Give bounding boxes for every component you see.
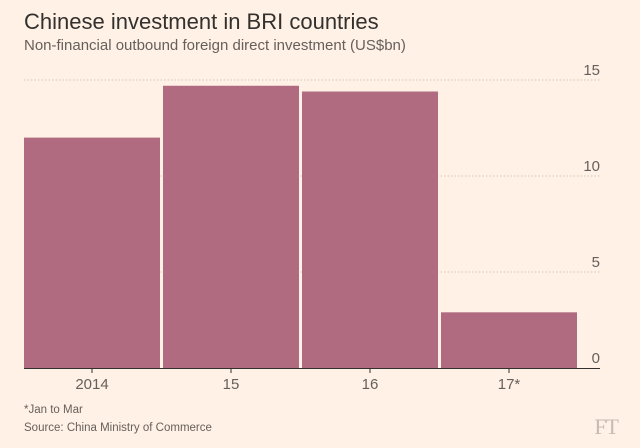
footnote: *Jan to Mar (24, 404, 83, 416)
y-tick-label: 15 (583, 62, 600, 79)
y-tick-label: 5 (592, 254, 600, 271)
x-tick-label: 16 (362, 376, 379, 393)
y-tick-label: 10 (583, 158, 600, 175)
bar (24, 137, 160, 368)
chart-subtitle: Non-financial outbound foreign direct in… (24, 37, 406, 54)
bar (302, 91, 438, 369)
x-tick-label: 2014 (75, 376, 108, 393)
chart-title: Chinese investment in BRI countries (24, 9, 379, 34)
bar (441, 312, 577, 368)
x-tick-label: 17* (498, 376, 521, 393)
source-note: Source: China Ministry of Commerce (24, 422, 212, 434)
bar (163, 85, 299, 368)
y-tick-label: 0 (592, 350, 600, 367)
ft-logo: FT (594, 414, 619, 439)
x-tick-label: 15 (223, 376, 240, 393)
